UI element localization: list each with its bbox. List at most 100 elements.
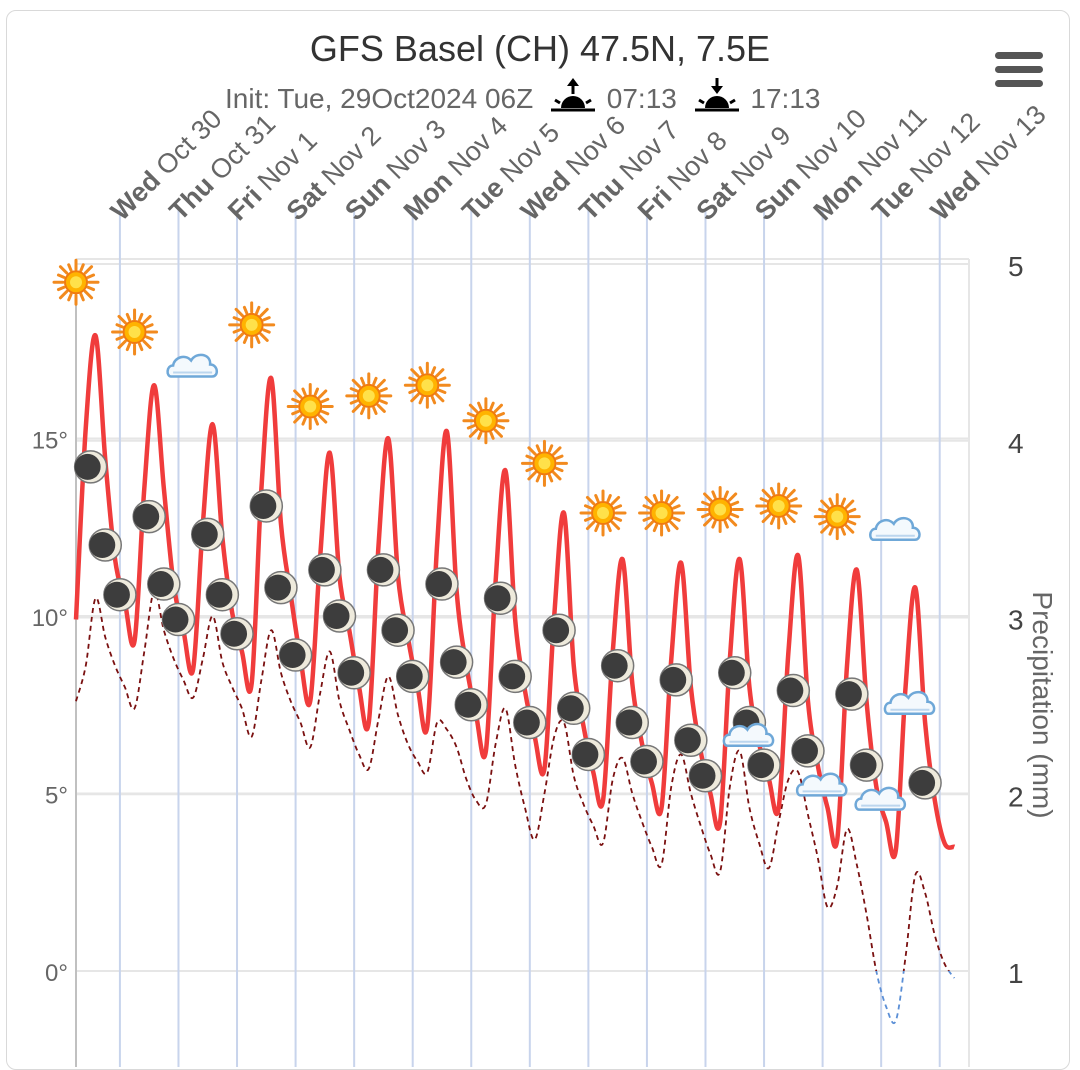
- y-left-tick-label: 0°: [45, 960, 68, 987]
- sun-ray: [259, 307, 269, 318]
- sun-ray: [435, 368, 445, 378]
- moon-icon: [103, 577, 137, 612]
- sun-icon: [286, 383, 334, 431]
- moon-shadow: [616, 709, 643, 736]
- sun-ray: [138, 312, 144, 322]
- moon-shadow: [557, 695, 584, 722]
- cloud-icon: [166, 353, 218, 378]
- sun-ray: [242, 305, 249, 315]
- moon-icon: [161, 602, 196, 637]
- sun-ray: [489, 431, 495, 440]
- moon-icon: [556, 691, 591, 726]
- moon-shadow: [674, 727, 701, 754]
- sun-ray: [115, 335, 125, 341]
- y-right-tick-label: 3: [1008, 605, 1024, 636]
- sun-ray: [349, 387, 359, 393]
- moon-icon: [849, 748, 884, 782]
- moon-icon: [674, 723, 708, 757]
- moon-shadow: [689, 762, 716, 789]
- moon-shadow: [630, 748, 657, 775]
- sun-ray: [142, 314, 152, 325]
- moon-icon: [615, 705, 650, 740]
- moon-shadow: [103, 581, 130, 608]
- sun-core: [304, 400, 317, 413]
- moon-shadow: [396, 663, 423, 690]
- moon-shadow: [250, 492, 277, 519]
- sun-ray: [786, 488, 796, 499]
- moon-icon: [381, 613, 415, 647]
- moon-shadow: [499, 663, 526, 690]
- sun-icon: [520, 439, 568, 487]
- sun-ray: [669, 495, 679, 506]
- y-left-tick-label: 10°: [32, 605, 68, 632]
- sun-core: [655, 507, 668, 520]
- moon-icon: [132, 499, 166, 534]
- sunset-time: 17:13: [750, 83, 821, 114]
- moon-shadow: [718, 659, 745, 686]
- moon-icon: [908, 766, 942, 800]
- sun-ray: [79, 263, 85, 272]
- moon-shadow: [543, 617, 570, 644]
- sunset-icon: [691, 78, 743, 116]
- sun-ray: [818, 507, 827, 514]
- sun-ray: [117, 339, 127, 350]
- moon-shadow: [601, 652, 628, 679]
- sun-ray: [782, 516, 788, 526]
- moon-icon: [513, 705, 547, 740]
- moon-shadow: [484, 585, 511, 612]
- y-left-tick-label: 5°: [45, 783, 68, 810]
- sun-ray: [547, 444, 554, 453]
- moon-shadow: [367, 556, 394, 583]
- sun-ray: [606, 523, 612, 533]
- sun-ray: [828, 497, 834, 507]
- cloud-shape: [883, 690, 936, 715]
- moon-shadow: [147, 571, 174, 598]
- moon-shadow: [338, 659, 365, 686]
- moon-icon: [73, 450, 108, 484]
- moon-icon: [322, 599, 357, 633]
- y-right-axis-label: Precipitation (mm): [1027, 591, 1058, 818]
- sun-ray: [242, 335, 249, 344]
- sun-ray: [437, 388, 447, 395]
- sun-ray: [665, 523, 671, 533]
- sun-icon: [638, 489, 686, 537]
- moon-shadow: [308, 556, 335, 583]
- moon-icon: [498, 659, 532, 694]
- sun-ray: [840, 527, 847, 536]
- cloud-shape: [722, 722, 775, 747]
- moon-icon: [264, 570, 298, 605]
- sun-ray: [56, 273, 66, 279]
- sun-core: [128, 326, 141, 338]
- sun-ray: [351, 403, 362, 413]
- sun-ray: [701, 512, 710, 519]
- moon-icon: [835, 677, 869, 711]
- sun-ray: [86, 273, 96, 279]
- sun-ray: [468, 428, 479, 438]
- sun-ray: [703, 492, 713, 502]
- sun-ray: [535, 473, 541, 483]
- moon-shadow: [133, 503, 160, 530]
- moon-icon: [205, 577, 240, 612]
- y-right-tick-label: 4: [1008, 428, 1024, 459]
- sun-ray: [525, 466, 534, 473]
- sun-ray: [652, 493, 659, 503]
- sun-ray: [828, 527, 834, 536]
- sun-ray: [610, 495, 621, 506]
- moon-shadow: [777, 677, 804, 704]
- sun-ray: [820, 524, 830, 534]
- sun-ray: [418, 366, 424, 375]
- moon-shadow: [909, 769, 936, 796]
- sun-ray: [789, 509, 798, 515]
- sun-ray: [493, 428, 503, 438]
- sun-ray: [372, 376, 378, 386]
- sun-ray: [320, 397, 330, 404]
- y-right-tick-label: 1: [1008, 958, 1024, 989]
- moon-shadow: [425, 571, 452, 598]
- sun-ray: [67, 292, 73, 302]
- menu-icon[interactable]: [995, 52, 1043, 88]
- moon-icon: [747, 748, 781, 782]
- sun-ray: [435, 392, 445, 403]
- sun-ray: [376, 403, 386, 413]
- sun-ray: [583, 516, 593, 522]
